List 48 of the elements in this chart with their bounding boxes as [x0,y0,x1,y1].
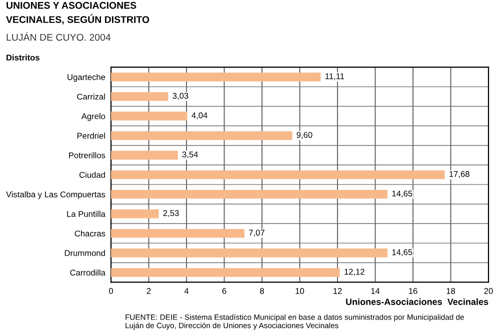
y-tick-label: Carrodilla [70,269,106,276]
y-axis-title: Distritos [6,54,40,61]
bar [111,268,340,277]
bar [111,72,321,82]
y-tick-label: Potrerillos [69,152,106,158]
x-tick-label: 12 [334,288,342,294]
data-label: 11,11 [326,73,344,80]
data-label: 3,54 [182,152,198,158]
bar [111,112,188,120]
bar [111,92,168,101]
y-tick-label: Ciudad [79,172,105,178]
x-tick-label: 14 [371,288,380,294]
y-tick-label: Agrelo [81,113,106,121]
x-tick-label: 4 [184,288,189,294]
y-tick-label: Vistalba y Las Compuertas [6,191,106,200]
bar [111,150,178,160]
x-tick-label: 8 [260,288,264,294]
bar [111,131,292,140]
data-label: 14,65 [392,190,412,198]
y-tick-label: Chacras [74,230,106,236]
chart-subtitle: LUJÁN DE CUYO. 2004 [6,32,111,41]
y-tick-label: Carrizal [77,94,105,100]
x-axis-title: Uniones-Asociaciones Vecinales [346,298,488,305]
data-label: 3,03 [172,92,188,100]
data-label: 9,60 [296,132,312,139]
y-tick-label: Drummond [64,250,105,256]
bar [111,190,388,199]
y-tick-label: La Puntilla [67,210,106,217]
data-label: 7,07 [249,230,264,237]
y-tick-label: Ugarteche [68,74,106,82]
data-label: 12,12 [344,268,364,276]
x-tick-label: 20 [484,288,493,294]
x-tick-label: 6 [222,288,226,294]
y-tick-label: Perdriel [77,132,105,139]
bar [111,248,388,258]
bar [111,209,159,218]
data-label: 14,65 [392,249,412,256]
x-tick-label: 0 [109,288,113,294]
x-tick-label: 18 [446,288,456,294]
bar [111,170,445,180]
x-tick-label: 2 [146,288,151,294]
x-tick-label: 16 [409,288,418,294]
chart-title: UNIONES Y ASOCIACIONES VECINALES, SEGÚN DISTRITO [6,2,150,24]
x-tick-label: 10 [296,288,304,294]
data-label: 4,04 [192,112,208,120]
bar [111,228,244,238]
data-label: 2,53 [163,210,179,218]
data-label: 17,68 [450,171,470,178]
